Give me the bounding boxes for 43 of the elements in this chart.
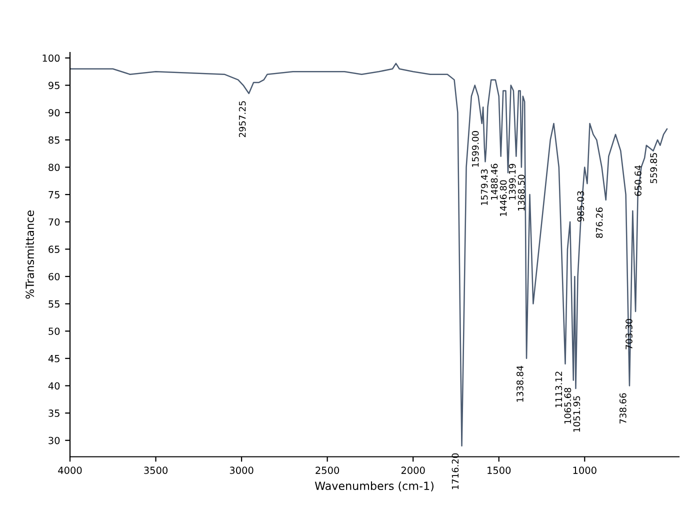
annotation: 1368.50 — [518, 174, 525, 211]
y-tick-label: 100 — [42, 54, 60, 62]
y-tick-label: 35 — [48, 410, 60, 417]
y-axis-title: %Transmittance — [25, 210, 34, 299]
annotation: 1446.80 — [500, 180, 507, 216]
x-tick-label: 2500 — [316, 466, 340, 474]
y-tick-label: 55 — [48, 300, 60, 308]
y-tick-label: 70 — [48, 218, 60, 226]
x-tick-label: 1000 — [573, 466, 596, 474]
annotation: 559.85 — [650, 153, 658, 184]
y-tick-label: 60 — [48, 272, 60, 280]
y-tick-label: 75 — [48, 191, 60, 198]
annotation: 1051.95 — [573, 396, 580, 432]
annotation: 2957.25 — [238, 101, 246, 138]
annotation: 876.26 — [596, 208, 603, 238]
annotation: 1113.12 — [555, 372, 562, 408]
annotation: 1716.20 — [452, 453, 459, 490]
y-tick-label: 30 — [48, 436, 60, 444]
annotation: 738.66 — [620, 393, 626, 424]
x-tick-label: 1500 — [488, 466, 511, 474]
y-tick-label: 85 — [48, 136, 60, 144]
y-tick-label: 90 — [48, 109, 60, 116]
annotation: 703.30 — [626, 318, 632, 350]
y-tick-label: 40 — [48, 382, 60, 390]
x-tick-label: 4000 — [58, 466, 82, 474]
y-tick-label: 65 — [48, 246, 60, 253]
annotation: 1599.00 — [472, 131, 479, 167]
x-tick-label: 3500 — [144, 466, 168, 474]
y-tick-label: 50 — [48, 328, 60, 335]
annotation: 1488.46 — [490, 164, 498, 200]
annotation: 985.03 — [577, 191, 584, 222]
annotation: 650.64 — [634, 165, 642, 196]
y-tick-label: 80 — [48, 164, 60, 172]
line-series — [70, 62, 668, 446]
y-tick-label: 45 — [48, 355, 60, 362]
annotation: 1065.68 — [564, 388, 572, 424]
annotation: 1399.19 — [508, 164, 516, 200]
x-axis-title: Wavenumbers (cm-1) — [314, 481, 434, 492]
annotation: 1338.84 — [516, 366, 524, 402]
y-tick-label: 95 — [48, 82, 60, 90]
annotation: 1579.43 — [480, 169, 488, 206]
x-tick-label: 3000 — [230, 466, 254, 474]
x-tick-label: 2000 — [401, 466, 425, 474]
